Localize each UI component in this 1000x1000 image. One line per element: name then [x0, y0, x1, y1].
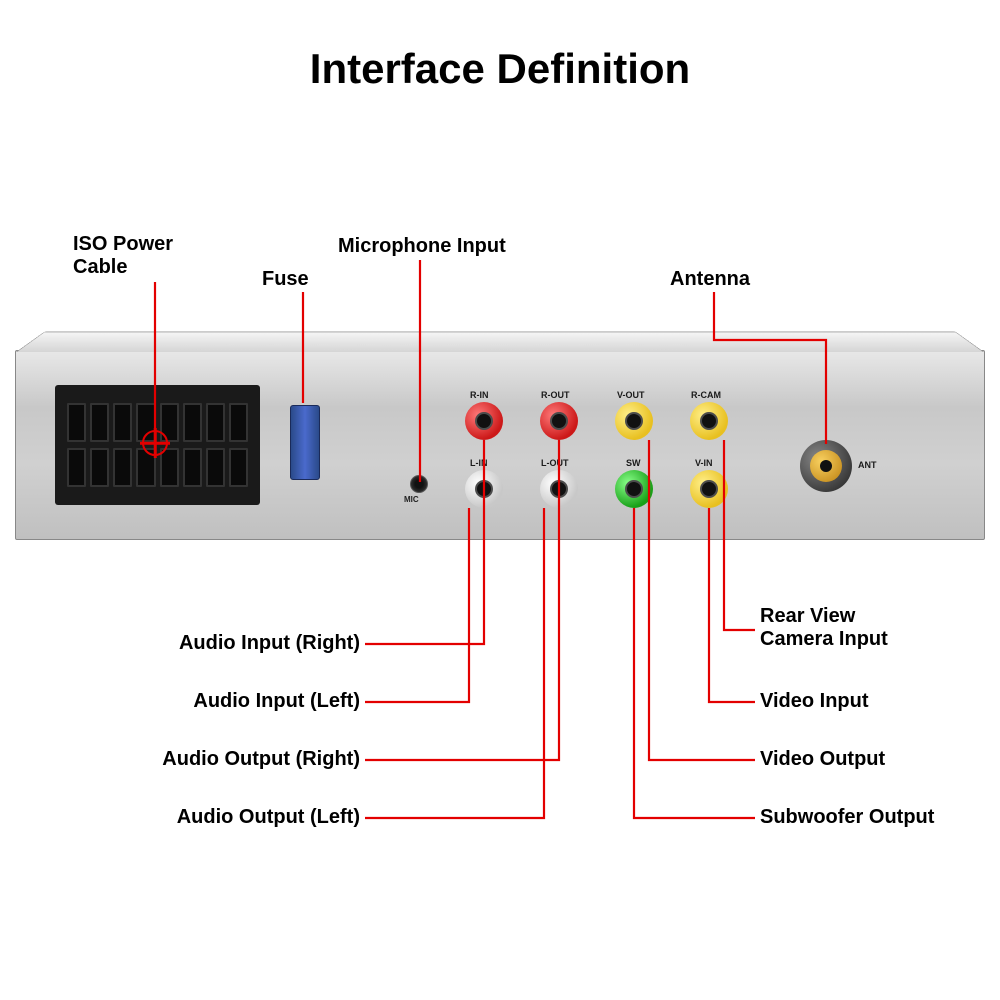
antenna-jack — [810, 450, 842, 482]
label-vin: Video Input — [760, 690, 869, 713]
rca-l-out-label: L-OUT — [541, 458, 569, 468]
rca-v-out-label: V-OUT — [617, 390, 645, 400]
rca-r-in — [465, 402, 503, 440]
rca-r-out — [540, 402, 578, 440]
rca-r-cam — [690, 402, 728, 440]
label-aout-l: Audio Output (Left) — [90, 806, 360, 829]
label-mic: Microphone Input — [338, 235, 506, 258]
rca-l-out — [540, 470, 578, 508]
fuse-slot — [290, 405, 320, 480]
page-title: Interface Definition — [0, 45, 1000, 93]
mic-port-label: MIC — [404, 495, 419, 504]
antenna-port-label: ANT — [858, 460, 877, 470]
label-sub: Subwoofer Output — [760, 806, 934, 829]
rca-v-in-label: V-IN — [695, 458, 713, 468]
rca-r-out-label: R-OUT — [541, 390, 570, 400]
rca-sw-label: SW — [626, 458, 641, 468]
rca-v-in — [690, 470, 728, 508]
mic-jack — [410, 475, 428, 493]
label-ain-l: Audio Input (Left) — [90, 690, 360, 713]
label-rcam: Rear View Camera Input — [760, 605, 888, 651]
rca-v-out — [615, 402, 653, 440]
label-ain-r: Audio Input (Right) — [90, 632, 360, 655]
rca-sw — [615, 470, 653, 508]
iso-crosshair-icon — [142, 430, 168, 456]
label-iso: ISO Power Cable — [73, 233, 173, 279]
label-vout: Video Output — [760, 748, 885, 771]
rca-l-in — [465, 470, 503, 508]
label-antenna: Antenna — [670, 268, 750, 291]
label-aout-r: Audio Output (Right) — [90, 748, 360, 771]
rca-r-cam-label: R-CAM — [691, 390, 721, 400]
label-fuse: Fuse — [262, 268, 309, 291]
rca-l-in-label: L-IN — [470, 458, 488, 468]
rca-r-in-label: R-IN — [470, 390, 489, 400]
